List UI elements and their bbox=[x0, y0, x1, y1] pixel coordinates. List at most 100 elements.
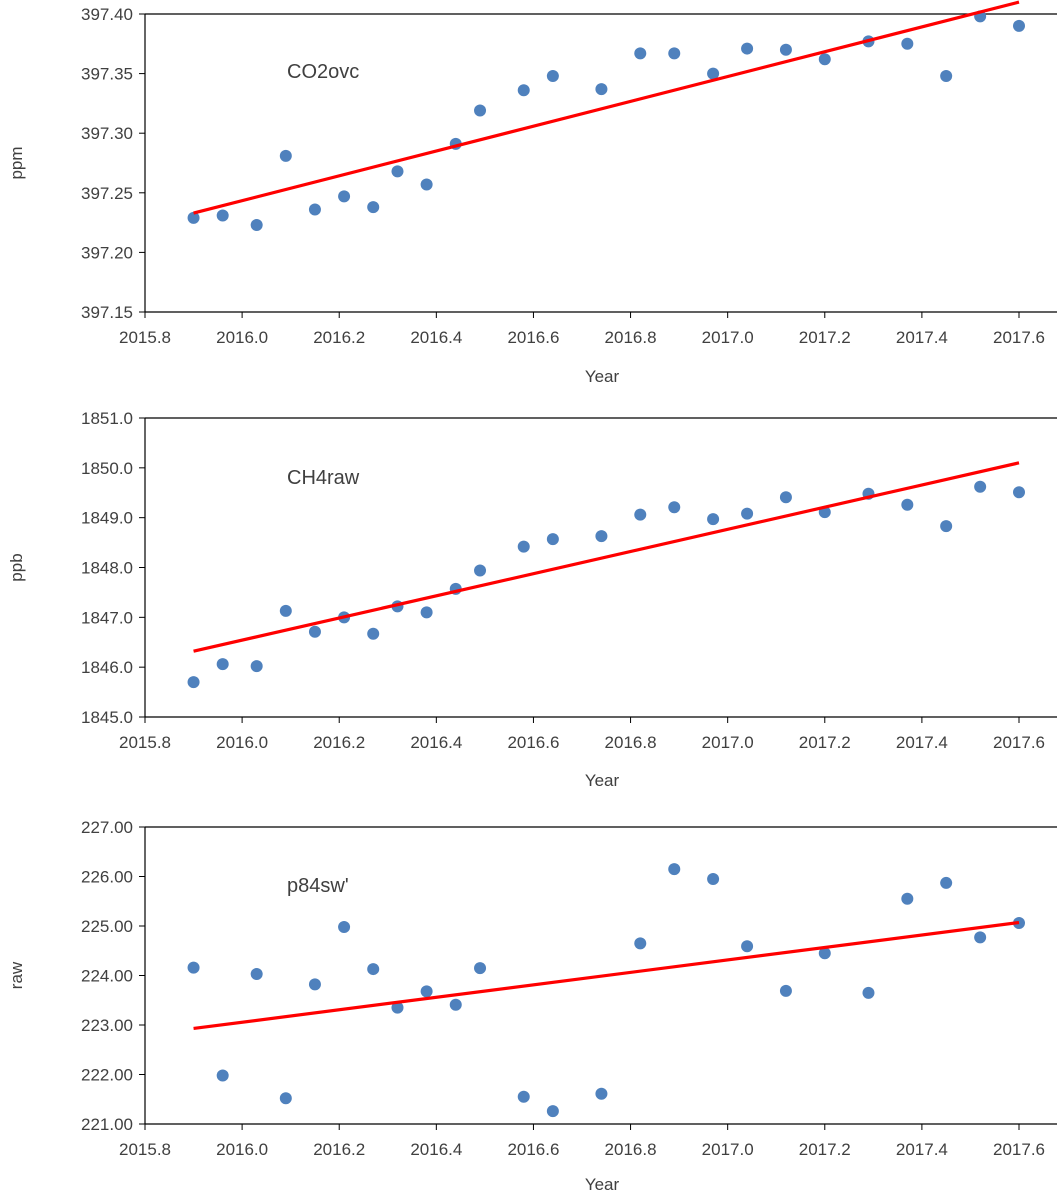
chart-3-y-tick-label: 221.00 bbox=[81, 1115, 133, 1134]
chart-2-x-tick-label: 2017.0 bbox=[702, 733, 754, 752]
chart-1-x-tick-label: 2017.2 bbox=[799, 328, 851, 347]
chart-2-y-tick-label: 1845.0 bbox=[81, 708, 133, 727]
chart-2-data-point bbox=[367, 627, 380, 640]
chart-1-data-point bbox=[707, 67, 720, 80]
chart-3-data-point bbox=[517, 1090, 530, 1103]
chart-3-y-tick-label: 223.00 bbox=[81, 1016, 133, 1035]
chart-3-x-tick-label: 2017.0 bbox=[702, 1140, 754, 1159]
chart-2-data-point bbox=[250, 660, 263, 673]
chart-2-data-point bbox=[187, 676, 200, 689]
chart-1-data-point bbox=[668, 47, 681, 60]
chart-1-data-point bbox=[546, 69, 559, 82]
chart-3-data-point bbox=[420, 985, 433, 998]
chart-2-data-point bbox=[420, 606, 433, 619]
chart-2-x-tick-label: 2017.2 bbox=[799, 733, 851, 752]
chart-1-data-point bbox=[901, 37, 914, 50]
chart-3-y-tick-label: 225.00 bbox=[81, 917, 133, 936]
chart-2-y-tick-label: 1848.0 bbox=[81, 559, 133, 578]
chart-1-x-axis-title: Year bbox=[585, 367, 620, 386]
chart-2-y-tick-label: 1851.0 bbox=[81, 409, 133, 428]
chart-2-data-point bbox=[634, 508, 647, 521]
chart-1-data-point bbox=[474, 104, 487, 117]
chart-2-data-point bbox=[779, 491, 792, 504]
chart-3-x-tick-label: 2016.8 bbox=[605, 1140, 657, 1159]
chart-2-y-tick-label: 1847.0 bbox=[81, 608, 133, 627]
chart-3-data-point bbox=[187, 961, 200, 974]
chart-2-data-point bbox=[216, 658, 229, 671]
chart-3-x-tick-label: 2016.6 bbox=[507, 1140, 559, 1159]
chart-1-y-tick-label: 397.30 bbox=[81, 124, 133, 143]
chart-3-data-point bbox=[546, 1105, 559, 1118]
chart-1-data-point bbox=[216, 209, 229, 222]
chart-3-data-point bbox=[940, 876, 953, 889]
chart-2-data-point bbox=[279, 604, 292, 617]
chart-3-data-point bbox=[668, 863, 681, 876]
chart-3-data-point bbox=[367, 963, 380, 976]
chart-3-data-point bbox=[901, 892, 914, 905]
chart-1-data-point bbox=[940, 69, 953, 82]
chart-3-data-point bbox=[974, 931, 987, 944]
chart-2-x-tick-label: 2016.2 bbox=[313, 733, 365, 752]
chart-2-y-tick-label: 1849.0 bbox=[81, 509, 133, 528]
chart-1-y-tick-label: 397.25 bbox=[81, 184, 133, 203]
chart-3-data-point bbox=[707, 872, 720, 885]
chart-1-y-tick-label: 397.20 bbox=[81, 243, 133, 262]
chart-3-data-point bbox=[862, 986, 875, 999]
chart-3-data-point bbox=[308, 978, 321, 991]
chart-2-x-tick-label: 2016.6 bbox=[507, 733, 559, 752]
chart-2-data-point bbox=[595, 530, 608, 543]
chart-2-x-tick-label: 2016.0 bbox=[216, 733, 268, 752]
chart-2-title: CH4raw bbox=[287, 467, 360, 489]
chart-2-y-tick-label: 1850.0 bbox=[81, 459, 133, 478]
chart-3-y-tick-label: 227.00 bbox=[81, 818, 133, 837]
chart-1-data-point bbox=[420, 178, 433, 191]
chart-3-data-point bbox=[391, 1001, 404, 1014]
chart-1-x-tick-label: 2016.2 bbox=[313, 328, 365, 347]
chart-3-title: p84sw' bbox=[287, 875, 349, 897]
chart-3-y-tick-label: 226.00 bbox=[81, 868, 133, 887]
chart-2-x-axis-title: Year bbox=[585, 771, 620, 790]
chart-2-data-point bbox=[1013, 486, 1025, 499]
chart-2-x-tick-label: 2017.6 bbox=[993, 733, 1045, 752]
chart-2-data-point bbox=[474, 564, 487, 577]
chart-3-data-point bbox=[634, 937, 647, 950]
chart-2-data-point bbox=[741, 507, 754, 520]
chart-1-y-axis-title: ppm bbox=[7, 146, 26, 179]
chart-2-data-point bbox=[668, 501, 681, 514]
chart-3-data-point bbox=[279, 1092, 292, 1105]
chart-1-data-point bbox=[517, 84, 530, 97]
chart-1-x-tick-label: 2016.8 bbox=[605, 328, 657, 347]
chart-2-data-point bbox=[707, 513, 720, 526]
chart-3-y-tick-label: 222.00 bbox=[81, 1066, 133, 1085]
chart-1-data-point bbox=[187, 211, 200, 224]
chart-2-data-point bbox=[308, 625, 321, 638]
chart-1-data-point bbox=[779, 43, 792, 56]
chart-1-y-tick-label: 397.35 bbox=[81, 65, 133, 84]
chart-3-data-point bbox=[595, 1087, 608, 1100]
chart-1-trend-line bbox=[193, 0, 1020, 215]
chart-2-data-point bbox=[974, 480, 987, 493]
chart-1-data-point bbox=[741, 42, 754, 55]
chart-2-y-axis-title: ppb bbox=[7, 553, 26, 581]
chart-3-x-tick-label: 2015.8 bbox=[119, 1140, 171, 1159]
chart-2-data-point bbox=[940, 520, 953, 533]
chart-1-data-point bbox=[391, 165, 404, 178]
chart-1-x-tick-label: 2016.4 bbox=[410, 328, 462, 347]
chart-2-data-point bbox=[901, 498, 914, 511]
chart-3-x-tick-label: 2016.2 bbox=[313, 1140, 365, 1159]
chart-2-x-tick-label: 2017.4 bbox=[896, 733, 948, 752]
chart-1-data-point bbox=[279, 149, 292, 162]
chart-2-x-tick-label: 2016.8 bbox=[605, 733, 657, 752]
chart-3-data-point bbox=[474, 962, 487, 975]
chart-3-trend-line bbox=[193, 920, 1020, 1031]
chart-1-data-point bbox=[1013, 19, 1025, 32]
chart-1-data-point bbox=[595, 83, 608, 96]
chart-3-x-tick-label: 2016.0 bbox=[216, 1140, 268, 1159]
chart-1-x-tick-label: 2016.0 bbox=[216, 328, 268, 347]
chart-1-y-tick-label: 397.15 bbox=[81, 303, 133, 322]
chart-3-y-axis-title: raw bbox=[7, 961, 26, 989]
chart-2-trend-line bbox=[193, 461, 1020, 653]
chart-3-data-point bbox=[741, 940, 754, 953]
chart-3-x-axis-title: Year bbox=[585, 1175, 620, 1194]
